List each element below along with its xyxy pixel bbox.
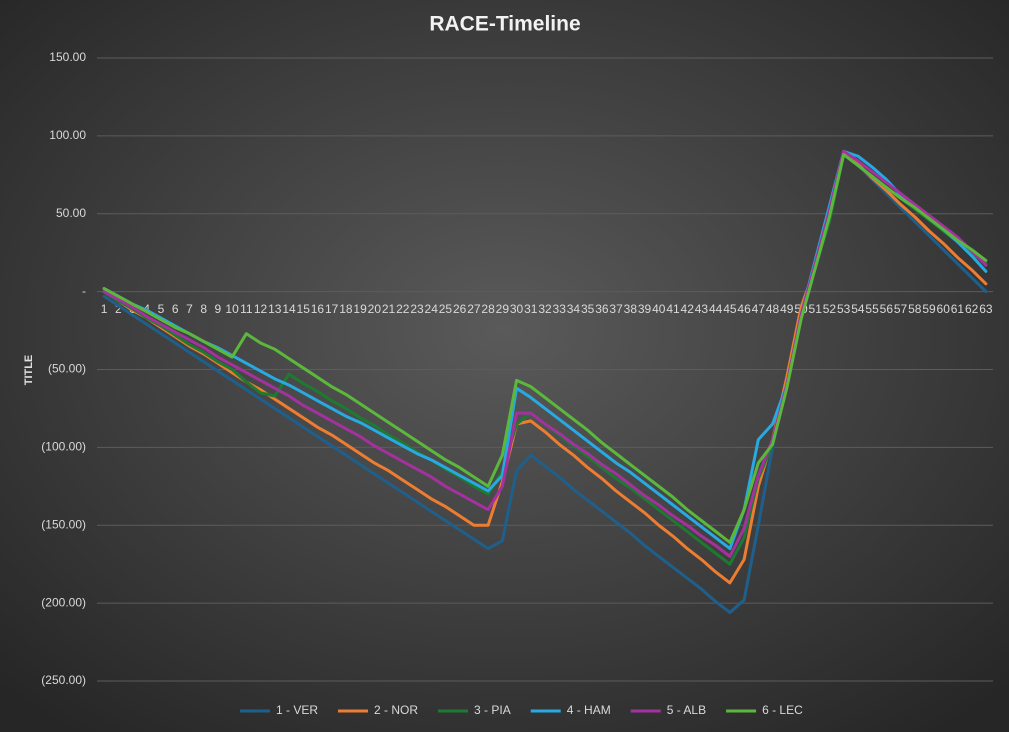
y-tick-label: 50.00 (56, 206, 86, 220)
x-tick-label: 53 (837, 302, 851, 316)
x-tick-label: 14 (282, 302, 296, 316)
x-tick-label: 31 (524, 302, 538, 316)
x-tick-label: 32 (538, 302, 552, 316)
x-tick-label: 1 (101, 302, 108, 316)
legend-label: 6 - LEC (762, 703, 803, 717)
x-tick-label: 35 (581, 302, 595, 316)
x-tick-label: 37 (609, 302, 623, 316)
x-tick-label: 15 (297, 302, 311, 316)
x-tick-label: 26 (453, 302, 467, 316)
x-tick-label: 58 (908, 302, 922, 316)
chart-title: RACE-Timeline (429, 13, 580, 36)
x-tick-label: 39 (638, 302, 652, 316)
legend-label: 2 - NOR (374, 703, 418, 717)
legend-label: 4 - HAM (567, 703, 611, 717)
x-tick-label: 24 (425, 302, 439, 316)
x-tick-label: 20 (368, 302, 382, 316)
x-tick-label: 44 (709, 302, 723, 316)
x-tick-label: 6 (172, 302, 179, 316)
x-tick-label: 61 (951, 302, 965, 316)
x-tick-label: 8 (200, 302, 207, 316)
x-tick-label: 34 (567, 302, 581, 316)
x-tick-label: 17 (325, 302, 339, 316)
x-tick-label: 38 (624, 302, 638, 316)
y-axis-title: TITLE (23, 355, 35, 386)
x-tick-label: 7 (186, 302, 193, 316)
x-tick-label: 63 (979, 302, 993, 316)
x-tick-label: 25 (439, 302, 453, 316)
x-tick-label: 51 (809, 302, 823, 316)
x-tick-label: 27 (467, 302, 481, 316)
x-tick-label: 13 (268, 302, 282, 316)
x-tick-label: 59 (922, 302, 936, 316)
x-tick-label: 47 (752, 302, 766, 316)
x-tick-label: 23 (410, 302, 424, 316)
x-tick-label: 10 (225, 302, 239, 316)
x-tick-label: 28 (481, 302, 495, 316)
x-tick-label: 21 (382, 302, 396, 316)
x-tick-label: 22 (396, 302, 410, 316)
x-tick-label: 54 (851, 302, 865, 316)
x-tick-label: 60 (937, 302, 951, 316)
x-tick-label: 62 (965, 302, 979, 316)
x-tick-label: 5 (158, 302, 165, 316)
x-tick-label: 45 (723, 302, 737, 316)
legend-label: 5 - ALB (667, 703, 706, 717)
x-tick-label: 40 (652, 302, 666, 316)
x-tick-label: 55 (865, 302, 879, 316)
y-tick-label: 150.00 (49, 50, 86, 64)
x-tick-label: 52 (823, 302, 837, 316)
series-line (102, 153, 988, 544)
x-tick-label: 30 (510, 302, 524, 316)
x-tick-label: 16 (311, 302, 325, 316)
x-tick-label: 49 (780, 302, 794, 316)
legend-label: 3 - PIA (474, 703, 511, 717)
x-tick-label: 33 (553, 302, 567, 316)
x-tick-label: 41 (666, 302, 680, 316)
x-tick-label: 36 (595, 302, 609, 316)
x-tick-label: 12 (254, 302, 268, 316)
y-tick-label: (100.00) (41, 440, 86, 454)
x-tick-label: 18 (339, 302, 353, 316)
y-tick-label: (200.00) (41, 595, 86, 609)
x-tick-label: 9 (215, 302, 222, 316)
y-tick-label: - (82, 284, 86, 298)
x-tick-label: 2 (115, 302, 122, 316)
legend: 1 - VER 2 - NOR 3 - PIA 4 - HAM 5 - ALB 6 - L… (240, 703, 803, 717)
y-tick-label: (50.00) (48, 362, 86, 376)
y-tick-label: (250.00) (41, 673, 86, 687)
x-tick-label: 43 (695, 302, 709, 316)
x-tick-label: 56 (880, 302, 894, 316)
y-tick-label: 100.00 (49, 128, 86, 142)
x-tick-label: 19 (353, 302, 367, 316)
x-tick-label: 42 (681, 302, 695, 316)
x-tick-label: 48 (766, 302, 780, 316)
x-tick-label: 57 (894, 302, 908, 316)
x-tick-label: 11 (240, 302, 253, 316)
x-tick-label: 46 (737, 302, 751, 316)
x-tick-label: 29 (496, 302, 510, 316)
legend-label: 1 - VER (276, 703, 318, 717)
y-tick-label: (150.00) (41, 517, 86, 531)
